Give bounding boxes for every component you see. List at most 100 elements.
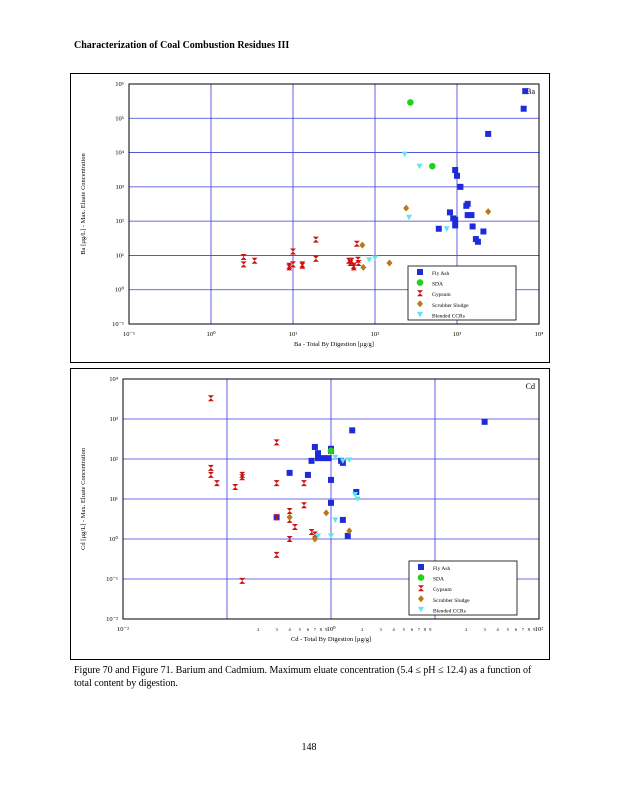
plot-frame [122,378,540,620]
data-points [240,88,529,271]
data-point [353,240,360,247]
x-minor-tick-label: 7 [522,627,525,632]
data-point [372,255,378,261]
data-point [290,261,296,268]
ba-scatter-plot: 10⁻¹ 10⁰ 10¹ 10² 10³ 10⁴ 10⁻¹ 10⁰ 10¹ 10² 10³ 10⁴ 10… [80,81,544,348]
data-point [325,455,332,462]
x-tick-label: 10⁻¹ [123,331,135,338]
data-point [452,222,459,229]
data-point [464,212,471,219]
cd-chart-panel: 10⁻² 10⁰ 10² 10⁻² 10⁻¹ 10⁰ 10¹ 10² 10³ 10⁴ 2 3 4 5 6 7 8… [70,368,550,660]
legend-box [408,560,518,616]
data-point [286,469,293,476]
data-point [273,480,280,487]
legend-marker [417,574,425,581]
data-point [339,458,346,464]
y-tick-label: 10³ [116,184,125,191]
legend-marker [418,595,424,603]
data-point [290,248,296,255]
data-point [273,514,280,521]
data-point [311,443,318,450]
x-minor-tick-label: 6 [515,627,518,632]
ba-chart-panel: 10⁻¹ 10⁰ 10¹ 10² 10³ 10⁴ 10⁻¹ 10⁰ 10¹ 10² 10³ 10⁴ 10… [70,73,550,363]
data-point [469,223,476,230]
y-tick-label: 10¹ [110,496,119,503]
data-point [416,163,423,170]
legend-label: Fly Ash [433,566,451,572]
data-point [354,496,361,502]
x-minor-tick-label: 5 [299,627,302,632]
data-point [320,455,327,462]
data-point [344,532,351,539]
data-point [366,257,373,263]
x-minor-tick-label: 5 [403,627,406,632]
data-point [522,88,529,95]
x-tick-label: 10³ [453,331,462,338]
y-tick-label: 10⁴ [109,376,119,383]
legend-marker [417,269,423,275]
x-minor-tick-label: 7 [418,627,421,632]
legend-marker [418,564,424,570]
figure-caption: Figure 70 and Figure 71. Barium and Cadm… [74,665,532,689]
legend-label: Scrubber Sludge [433,598,470,604]
data-point [332,517,339,523]
data-point [464,200,471,207]
x-minor-tick-label: 2 [465,627,467,632]
x-minor-tick-label: 6 [307,627,310,632]
x-minor-tick-label: 3 [483,627,486,632]
data-point [446,209,453,216]
grid-lines [129,84,539,324]
chart-title: Ba [526,87,535,96]
legend-label: Scrubber Sludge [432,303,469,309]
y-tick-label: 10⁰ [109,535,119,543]
data-point [429,162,436,170]
data-point [485,208,492,216]
x-axis-label: Cd - Total By Digestion [µg/g] [291,636,371,643]
data-point [435,225,442,232]
y-tick-label: 10² [116,218,125,225]
data-point [355,260,362,267]
legend-label: Blended CCRs [432,313,465,319]
legend-marker [417,300,423,308]
x-minor-tick-label: 9 [325,627,328,632]
legend-box [407,265,517,321]
data-point [401,151,408,158]
data-point [386,259,393,267]
legend-marker [417,311,423,318]
chart-title: Cd [526,382,535,391]
y-tick-label: 10⁶ [115,81,124,88]
data-point [468,212,475,219]
legend-label: Blended CCRs [433,608,466,614]
data-point [351,491,358,498]
data-point [348,257,355,264]
data-point [207,471,214,478]
legend-label: SDA [433,577,444,583]
y-tick-label: 10³ [110,416,119,423]
data-point [240,253,247,260]
data-point [323,509,330,517]
data-point [474,238,481,245]
data-point [286,513,293,521]
data-point [312,236,319,243]
x-tick-label: 10⁰ [206,330,216,338]
data-point [207,464,214,471]
data-point [359,241,366,249]
data-point [213,480,220,487]
x-minor-tick-label: 8 [320,627,323,632]
y-tick-label: 10⁻¹ [106,576,118,583]
legend-marker [416,279,424,286]
y-tick-label: 10⁴ [115,150,125,157]
data-point [312,255,319,262]
data-point [406,214,413,221]
data-point [311,535,318,543]
y-tick-label: 10² [110,456,119,463]
y-tick-label: 10¹ [116,252,125,259]
data-points [207,395,488,584]
grid-lines [123,379,539,619]
data-point [452,216,459,223]
data-point [520,105,527,112]
x-minor-tick-label: 9 [533,627,536,632]
data-point [232,483,239,490]
x-minor-tick-label: 7 [314,627,317,632]
